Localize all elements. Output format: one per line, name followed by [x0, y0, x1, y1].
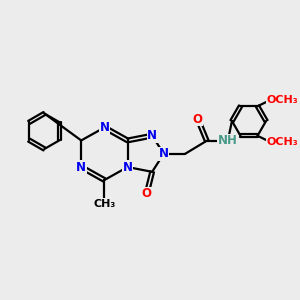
Text: OCH₃: OCH₃: [267, 95, 298, 105]
Text: OCH₃: OCH₃: [267, 137, 298, 147]
Text: O: O: [142, 187, 152, 200]
Text: N: N: [147, 129, 157, 142]
Text: CH₃: CH₃: [93, 199, 116, 209]
Text: N: N: [76, 160, 86, 174]
Text: NH: NH: [218, 134, 238, 147]
Text: N: N: [99, 121, 110, 134]
Text: N: N: [159, 147, 169, 160]
Text: O: O: [193, 113, 203, 126]
Text: N: N: [123, 160, 133, 174]
